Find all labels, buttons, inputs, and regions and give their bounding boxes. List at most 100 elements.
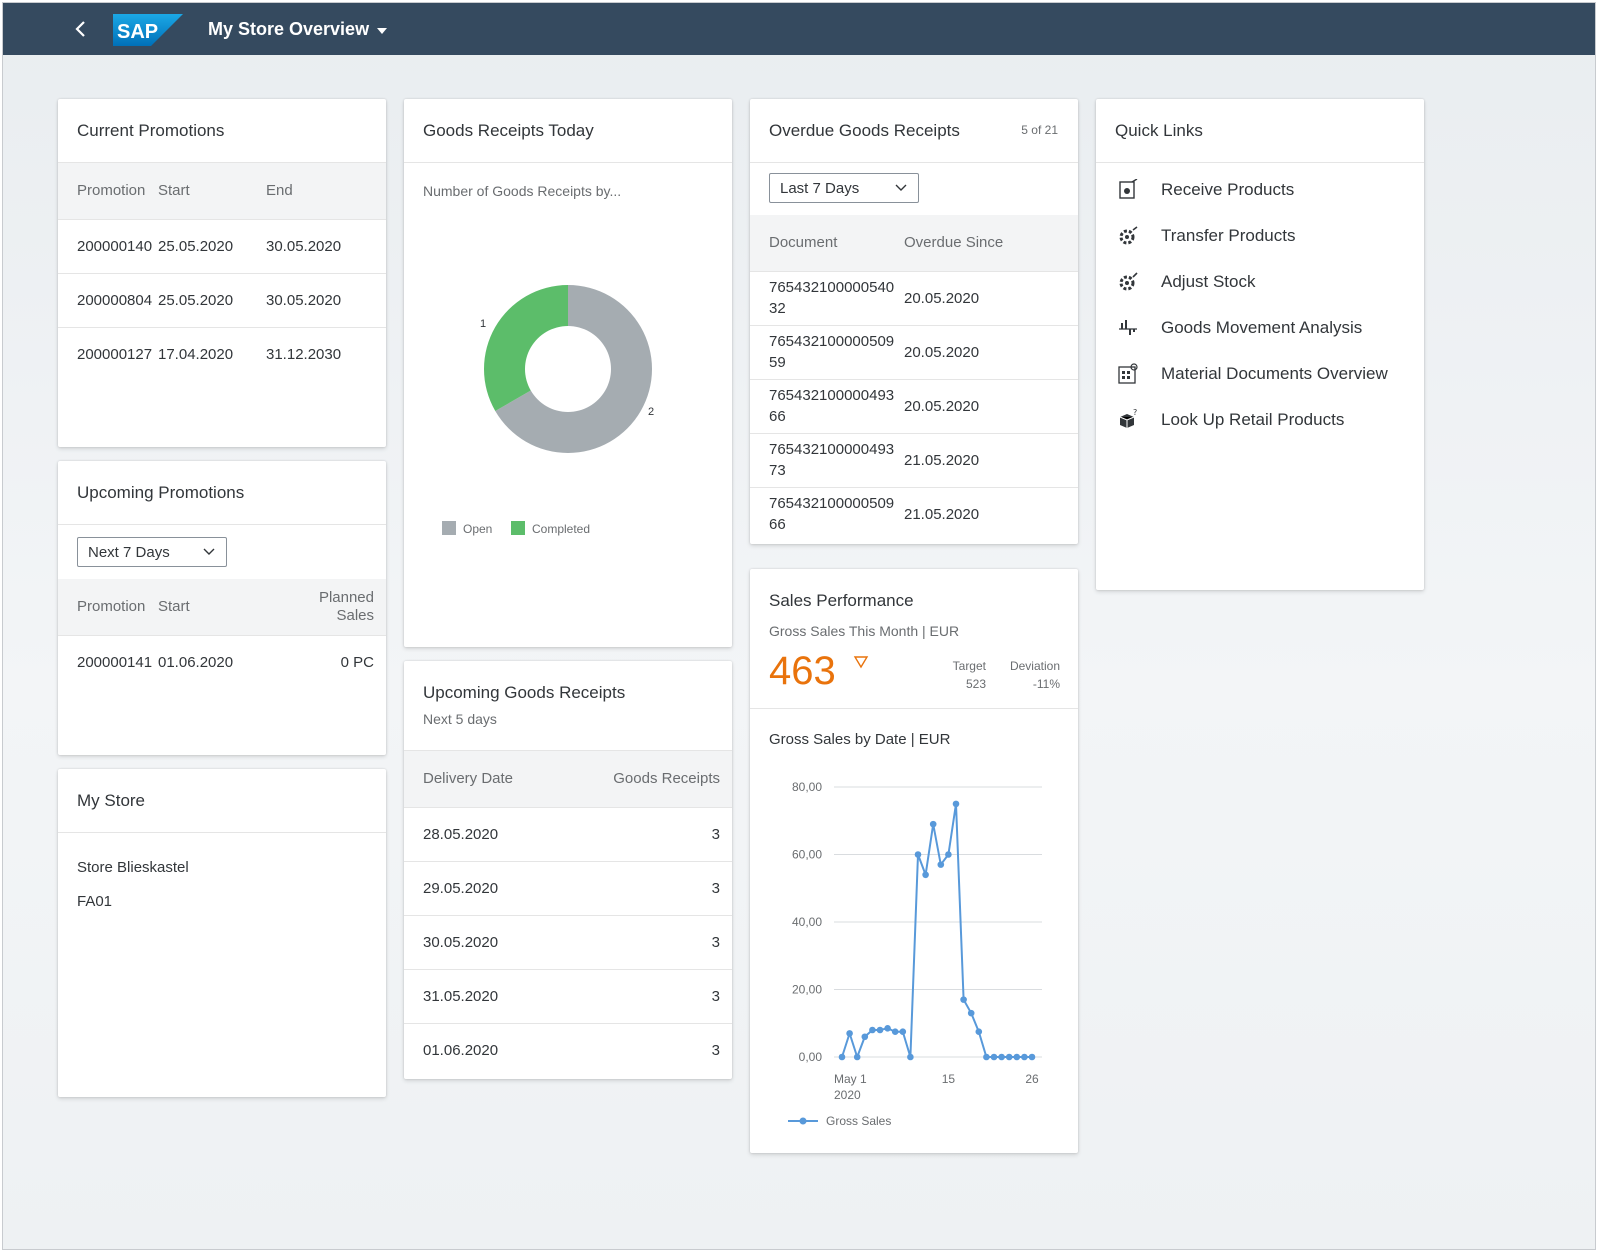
card-header[interactable]: Quick Links bbox=[1096, 99, 1424, 163]
overdue-since: 20.05.2020 bbox=[904, 379, 1078, 434]
data-point[interactable] bbox=[945, 851, 952, 858]
quick-link-transfer-products[interactable]: Transfer Products bbox=[1096, 213, 1424, 259]
document-number: 765432100000493 73 bbox=[750, 433, 904, 488]
material-documents-icon bbox=[1115, 361, 1141, 387]
data-point[interactable] bbox=[1021, 1053, 1028, 1061]
table-row[interactable]: 200000804 25.05.2020 30.05.2020 bbox=[58, 273, 386, 328]
promotion-id: 200000140 bbox=[58, 219, 158, 274]
goods-movement-icon bbox=[1115, 315, 1141, 341]
my-store-card[interactable]: My Store Store Blieskastel FA01 bbox=[58, 769, 386, 1097]
data-point[interactable] bbox=[975, 1028, 983, 1035]
data-point[interactable] bbox=[990, 1053, 998, 1061]
quick-link-material-documents-overview[interactable]: Material Documents Overview bbox=[1096, 351, 1424, 397]
quick-link-adjust-stock[interactable]: Adjust Stock bbox=[1096, 259, 1424, 305]
quick-link-label: Receive Products bbox=[1161, 180, 1295, 199]
period-select[interactable]: Last 7 Days bbox=[769, 173, 919, 203]
data-point[interactable] bbox=[907, 1053, 914, 1061]
data-label: 1 bbox=[480, 318, 486, 330]
data-point[interactable] bbox=[998, 1053, 1005, 1061]
data-point[interactable] bbox=[952, 800, 960, 808]
quick-link-label: Material Documents Overview bbox=[1161, 364, 1388, 383]
overdue-goods-receipts-table: Document Overdue Since 765432100000540 32… bbox=[750, 215, 1078, 541]
data-point[interactable] bbox=[967, 1009, 975, 1017]
data-point[interactable] bbox=[861, 1033, 869, 1041]
table-row[interactable]: 01.06.2020 3 bbox=[404, 1023, 732, 1077]
target-label: Target bbox=[952, 659, 986, 673]
data-point[interactable] bbox=[937, 861, 945, 868]
quick-link-label: Look Up Retail Products bbox=[1161, 410, 1345, 429]
card-title: Quick Links bbox=[1115, 121, 1203, 140]
table-row[interactable]: 29.05.2020 3 bbox=[404, 861, 732, 916]
table-row[interactable]: 765432100000509 59 20.05.2020 bbox=[750, 325, 1078, 380]
start-date: 01.06.2020 bbox=[158, 653, 234, 671]
data-point[interactable] bbox=[846, 1030, 853, 1037]
app-title: My Store Overview bbox=[208, 19, 370, 39]
table-row[interactable]: 765432100000540 32 20.05.2020 bbox=[750, 271, 1078, 326]
planned-sales: 0 PC bbox=[340, 653, 374, 671]
back-button[interactable] bbox=[69, 17, 93, 41]
chevron-down-icon bbox=[895, 184, 907, 191]
card-header[interactable]: Current Promotions bbox=[58, 99, 386, 163]
column-header: Goods Receipts bbox=[548, 751, 732, 808]
data-point[interactable] bbox=[838, 1053, 846, 1061]
data-point[interactable] bbox=[1005, 1053, 1013, 1061]
card-title: Goods Receipts Today bbox=[423, 121, 594, 140]
delivery-date: 31.05.2020 bbox=[404, 969, 549, 1024]
data-point[interactable] bbox=[922, 871, 929, 879]
table-row[interactable]: 200000140 25.05.2020 30.05.2020 bbox=[58, 219, 386, 274]
card-header[interactable]: Goods Receipts Today bbox=[404, 99, 732, 163]
donut-slice-completed[interactable] bbox=[484, 285, 568, 411]
data-point[interactable] bbox=[929, 820, 937, 828]
upcoming-goods-receipts-card[interactable]: Upcoming Goods Receipts Next 5 days Deli… bbox=[404, 661, 732, 1079]
data-point[interactable] bbox=[853, 1053, 861, 1061]
card-header[interactable]: Upcoming Promotions bbox=[58, 461, 386, 525]
table-row[interactable]: 30.05.2020 3 bbox=[404, 915, 732, 970]
data-point[interactable] bbox=[869, 1026, 876, 1034]
goods-receipts-today-card[interactable]: Goods Receipts Today Number of Goods Rec… bbox=[404, 99, 732, 647]
data-point[interactable] bbox=[914, 851, 922, 858]
data-point[interactable] bbox=[891, 1028, 899, 1035]
document-number-line: 765432100000540 bbox=[769, 279, 895, 296]
data-point[interactable] bbox=[899, 1028, 907, 1035]
overdue-since: 20.05.2020 bbox=[904, 325, 1078, 380]
sales-performance-card[interactable]: Sales Performance Gross Sales This Month… bbox=[750, 569, 1078, 1153]
document-number: 765432100000540 32 bbox=[750, 271, 904, 326]
card-header[interactable]: My Store bbox=[58, 769, 386, 833]
quick-link-receive-products[interactable]: Receive Products bbox=[1096, 167, 1424, 213]
overdue-goods-receipts-card[interactable]: Overdue Goods Receipts 5 of 21 Last 7 Da… bbox=[750, 99, 1078, 544]
data-point[interactable] bbox=[983, 1053, 990, 1061]
quick-link-look-up-retail-products[interactable]: ? Look Up Retail Products bbox=[1096, 397, 1424, 443]
table-row[interactable]: 765432100000509 66 21.05.2020 bbox=[750, 487, 1078, 541]
quick-link-goods-movement-analysis[interactable]: Goods Movement Analysis bbox=[1096, 305, 1424, 351]
y-tick-label: 60,00 bbox=[792, 848, 822, 862]
end-date: 30.05.2020 bbox=[266, 219, 386, 274]
document-number-line: 59 bbox=[769, 354, 786, 371]
card-header[interactable]: Sales Performance Gross Sales This Month… bbox=[750, 569, 1078, 709]
column-header: Document bbox=[750, 215, 904, 272]
table-row[interactable]: 765432100000493 66 20.05.2020 bbox=[750, 379, 1078, 434]
table-row[interactable]: 200000141 01.06.2020 0 PC bbox=[58, 635, 386, 689]
card-header[interactable]: Overdue Goods Receipts 5 of 21 bbox=[750, 99, 1078, 163]
data-point[interactable] bbox=[960, 996, 967, 1003]
period-select[interactable]: Next 7 Days bbox=[77, 537, 227, 567]
legend-label-open: Open bbox=[463, 522, 492, 536]
legend-swatch-completed bbox=[511, 521, 525, 535]
data-point[interactable] bbox=[884, 1025, 891, 1032]
current-promotions-card[interactable]: Current Promotions Promotion Start End 2… bbox=[58, 99, 386, 447]
donut-slice-open[interactable] bbox=[495, 285, 652, 453]
item-counter: 5 of 21 bbox=[1021, 123, 1058, 137]
data-point[interactable] bbox=[876, 1026, 884, 1034]
table-row[interactable]: 200000127 17.04.2020 31.12.2030 bbox=[58, 327, 386, 381]
gross-sales-line-chart: 80,00 60,00 40,00 20,00 0,00 May 1 2020 15 2… bbox=[788, 780, 1042, 1128]
data-point[interactable] bbox=[1013, 1053, 1021, 1061]
quick-links-card[interactable]: Quick Links Receive Products Transfer Pr… bbox=[1096, 99, 1424, 590]
table-row[interactable]: 765432100000493 73 21.05.2020 bbox=[750, 433, 1078, 488]
table-row[interactable]: 31.05.2020 3 bbox=[404, 969, 732, 1024]
card-header[interactable]: Upcoming Goods Receipts Next 5 days bbox=[404, 661, 732, 751]
upcoming-promotions-card[interactable]: Upcoming Promotions Next 7 Days Promotio… bbox=[58, 461, 386, 755]
table-row[interactable]: 28.05.2020 3 bbox=[404, 807, 732, 862]
caret-down-icon bbox=[377, 27, 388, 34]
data-point[interactable] bbox=[1028, 1053, 1036, 1061]
document-number: 765432100000509 66 bbox=[750, 487, 904, 541]
app-title-menu[interactable]: My Store Overview bbox=[208, 19, 388, 40]
